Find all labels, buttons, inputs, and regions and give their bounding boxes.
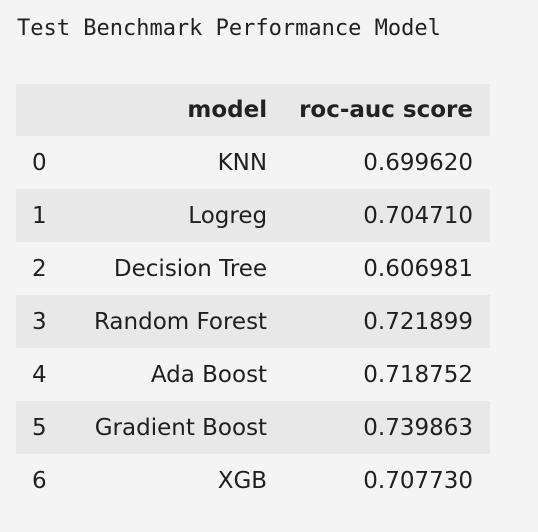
table-row: 6 XGB 0.707730 xyxy=(16,454,490,507)
index-header xyxy=(16,84,79,136)
table-row: 2 Decision Tree 0.606981 xyxy=(16,242,490,295)
model-column-header: model xyxy=(187,97,268,123)
row-index: 4 xyxy=(32,361,47,388)
row-index: 2 xyxy=(32,255,47,282)
table-header: model roc-auc score xyxy=(16,84,490,136)
score-column-header: roc-auc score xyxy=(299,97,473,123)
score-cell: 0.707730 xyxy=(363,467,473,494)
table-row: 3 Random Forest 0.721899 xyxy=(16,295,490,348)
output-title: Test Benchmark Performance Model xyxy=(17,16,441,41)
score-cell: 0.606981 xyxy=(363,255,473,282)
model-cell: Gradient Boost xyxy=(94,414,268,441)
score-cell: 0.718752 xyxy=(363,361,473,388)
score-cell: 0.699620 xyxy=(363,149,473,176)
row-index: 1 xyxy=(32,202,47,229)
table-row: 5 Gradient Boost 0.739863 xyxy=(16,401,490,454)
score-cell: 0.721899 xyxy=(363,308,473,335)
table-row: 0 KNN 0.699620 xyxy=(16,136,490,189)
row-index: 6 xyxy=(32,467,47,494)
model-cell: Random Forest xyxy=(93,308,268,335)
row-index: 3 xyxy=(32,308,47,335)
model-cell: Ada Boost xyxy=(150,361,268,388)
score-cell: 0.739863 xyxy=(363,414,473,441)
model-cell: XGB xyxy=(217,467,268,494)
table-row: 1 Logreg 0.704710 xyxy=(16,189,490,242)
table-body: 0 KNN 0.699620 1 Logreg 0.704710 2 Decis… xyxy=(16,136,490,507)
model-cell: KNN xyxy=(217,149,268,176)
results-table: model roc-auc score 0 KNN 0.699620 1 Log… xyxy=(16,84,490,507)
header-row: model roc-auc score xyxy=(16,84,490,136)
model-cell: Decision Tree xyxy=(113,255,268,282)
score-cell: 0.704710 xyxy=(363,202,473,229)
table-row: 4 Ada Boost 0.718752 xyxy=(16,348,490,401)
row-index: 5 xyxy=(32,414,47,441)
row-index: 0 xyxy=(32,149,47,176)
model-cell: Logreg xyxy=(188,202,268,229)
